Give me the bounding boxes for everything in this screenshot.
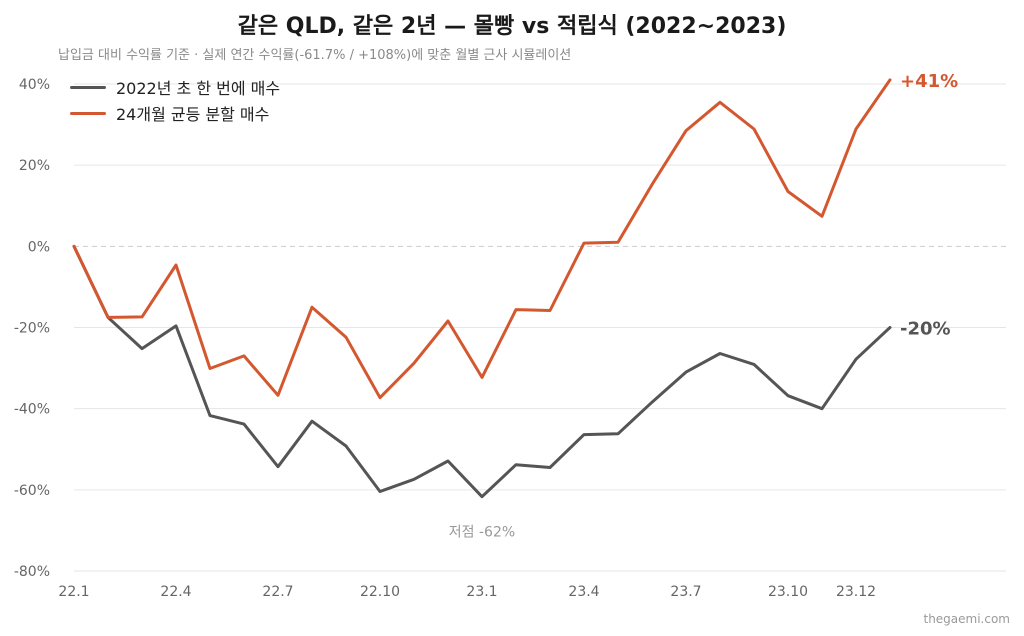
legend-label-lumpsum: 2022년 초 한 번에 매수	[116, 79, 281, 98]
watermark: thegaemi.com	[923, 612, 1010, 626]
series-line-lumpsum	[72, 244, 892, 499]
chart-title: 같은 QLD, 같은 2년 — 몰빵 vs 적립식 (2022~2023)	[237, 14, 787, 39]
legend-swatch-lumpsum	[70, 85, 106, 89]
x-tick-label: 23.7	[670, 584, 701, 600]
y-tick-label: -40%	[14, 402, 50, 418]
x-tick-label: 23.4	[568, 584, 599, 600]
x-tick-label: 22.1	[58, 584, 89, 600]
chart-subtitle: 납입금 대비 수익률 기준 · 실제 연간 수익률(-61.7% / +108%…	[58, 48, 572, 63]
y-tick-label: -80%	[14, 564, 50, 580]
legend-item-dca: 24개월 균등 분할 매수	[70, 100, 280, 126]
end-label: -20%	[900, 319, 951, 340]
y-tick-label: -20%	[14, 321, 50, 337]
y-tick-label: 20%	[19, 158, 50, 174]
x-tick-label: 22.7	[262, 584, 293, 600]
x-tick-label: 23.1	[466, 584, 497, 600]
series-line-dca	[72, 78, 892, 400]
legend: 2022년 초 한 번에 매수 24개월 균등 분할 매수	[70, 74, 280, 126]
legend-label-dca: 24개월 균등 분할 매수	[116, 105, 270, 124]
x-tick-label: 23.10	[768, 584, 808, 600]
x-tick-label: 22.4	[160, 584, 191, 600]
legend-swatch-dca	[70, 111, 106, 115]
end-label: +41%	[900, 71, 958, 92]
y-tick-label: 0%	[28, 239, 50, 255]
x-tick-label: 22.10	[360, 584, 400, 600]
x-tick-label: 23.12	[836, 584, 876, 600]
y-tick-label: -60%	[14, 483, 50, 499]
y-tick-label: 40%	[19, 77, 50, 93]
legend-item-lumpsum: 2022년 초 한 번에 매수	[70, 74, 280, 100]
annotation-low-point: 저점 -62%	[449, 525, 515, 541]
